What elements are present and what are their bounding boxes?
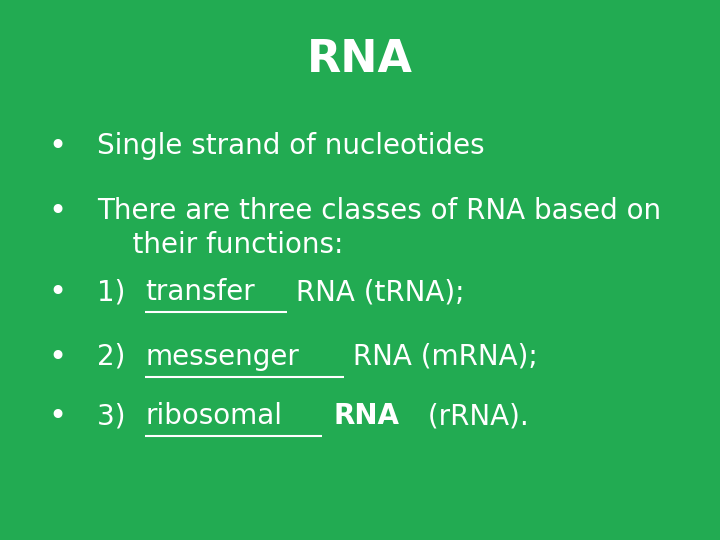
Text: •: • bbox=[48, 197, 67, 226]
Text: RNA: RNA bbox=[307, 38, 413, 81]
Text: •: • bbox=[48, 402, 67, 431]
Text: •: • bbox=[48, 278, 67, 307]
Text: 2): 2) bbox=[97, 343, 135, 371]
Text: transfer: transfer bbox=[145, 278, 255, 306]
Text: •: • bbox=[48, 343, 67, 372]
Text: (rRNA).: (rRNA). bbox=[419, 402, 528, 430]
Text: There are three classes of RNA based on
    their functions:: There are three classes of RNA based on … bbox=[97, 197, 662, 259]
Text: ribosomal: ribosomal bbox=[145, 402, 282, 430]
Text: messenger: messenger bbox=[145, 343, 299, 371]
Text: RNA (tRNA);: RNA (tRNA); bbox=[287, 278, 464, 306]
Text: 1): 1) bbox=[97, 278, 135, 306]
Text: RNA (mRNA);: RNA (mRNA); bbox=[344, 343, 538, 371]
Text: Single strand of nucleotides: Single strand of nucleotides bbox=[97, 132, 485, 160]
Text: 3): 3) bbox=[97, 402, 135, 430]
Text: •: • bbox=[48, 132, 67, 161]
Text: RNA: RNA bbox=[333, 402, 400, 430]
